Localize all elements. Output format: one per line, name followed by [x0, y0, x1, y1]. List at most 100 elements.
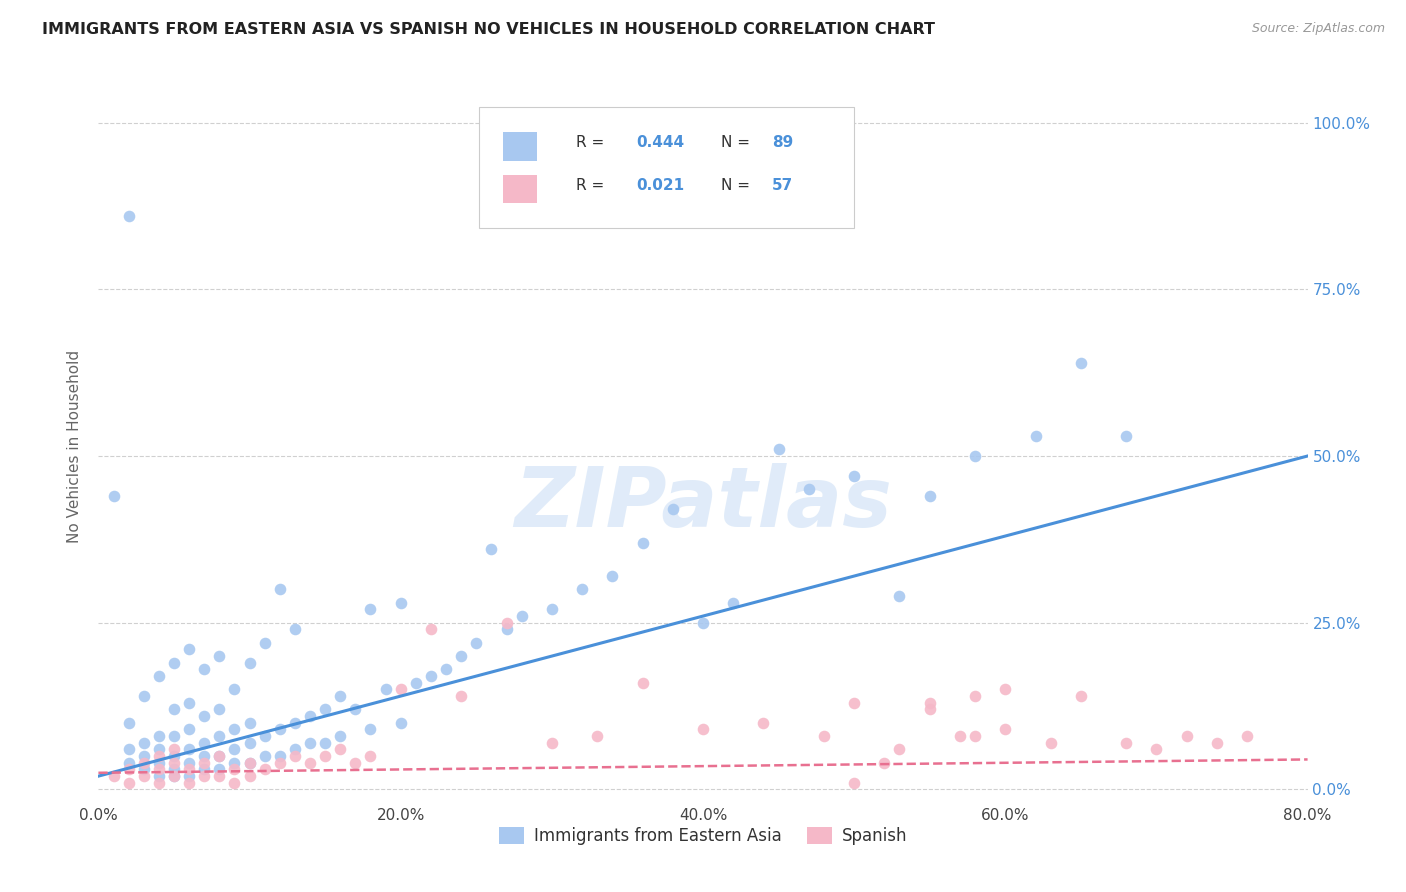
Point	[374, 682, 396, 697]
Point	[118, 776, 141, 790]
Point	[179, 756, 201, 770]
FancyBboxPatch shape	[479, 107, 855, 228]
Point	[344, 756, 367, 770]
Point	[965, 729, 987, 743]
Point	[631, 535, 654, 549]
Point	[148, 756, 170, 770]
Point	[103, 769, 125, 783]
Point	[918, 489, 941, 503]
Text: R =: R =	[576, 178, 605, 193]
Point	[269, 749, 291, 764]
Point	[465, 636, 488, 650]
Point	[208, 649, 231, 664]
Point	[1236, 729, 1258, 743]
Point	[314, 736, 336, 750]
Point	[1175, 729, 1198, 743]
Point	[253, 636, 276, 650]
Point	[224, 776, 246, 790]
Point	[314, 749, 336, 764]
Point	[602, 569, 624, 583]
Point	[299, 756, 322, 770]
Point	[314, 702, 336, 716]
Point	[405, 675, 427, 690]
Point	[118, 742, 141, 756]
Point	[389, 596, 412, 610]
Point	[253, 763, 276, 777]
Point	[239, 656, 262, 670]
Point	[163, 702, 186, 716]
Point	[1115, 736, 1137, 750]
Point	[239, 736, 262, 750]
Point	[344, 702, 367, 716]
Point	[239, 756, 262, 770]
Point	[1144, 742, 1167, 756]
Point	[768, 442, 790, 457]
Point	[844, 469, 866, 483]
Point	[253, 729, 276, 743]
Point	[148, 742, 170, 756]
Point	[360, 749, 382, 764]
Point	[269, 582, 291, 597]
Point	[481, 542, 503, 557]
Point	[239, 769, 262, 783]
Text: 0.021: 0.021	[637, 178, 685, 193]
Point	[510, 609, 533, 624]
Point	[284, 623, 307, 637]
Point	[434, 662, 457, 676]
Point	[813, 729, 835, 743]
Point	[163, 769, 186, 783]
Point	[420, 669, 443, 683]
Point	[163, 769, 186, 783]
Point	[965, 689, 987, 703]
Text: N =: N =	[721, 178, 751, 193]
Point	[118, 763, 141, 777]
Point	[420, 623, 443, 637]
Point	[118, 209, 141, 223]
Point	[389, 682, 412, 697]
Point	[1039, 736, 1062, 750]
Point	[224, 723, 246, 737]
Text: IMMIGRANTS FROM EASTERN ASIA VS SPANISH NO VEHICLES IN HOUSEHOLD CORRELATION CHA: IMMIGRANTS FROM EASTERN ASIA VS SPANISH …	[42, 22, 935, 37]
Point	[193, 769, 215, 783]
Text: 57: 57	[772, 178, 793, 193]
Point	[132, 769, 155, 783]
Point	[1070, 356, 1092, 370]
Text: N =: N =	[721, 136, 751, 150]
Point	[1070, 689, 1092, 703]
Point	[889, 589, 911, 603]
Point	[132, 736, 155, 750]
Point	[118, 715, 141, 730]
Point	[873, 756, 896, 770]
Text: ZIPatlas: ZIPatlas	[515, 463, 891, 543]
Point	[163, 656, 186, 670]
Point	[495, 623, 517, 637]
Text: R =: R =	[576, 136, 605, 150]
Point	[571, 582, 593, 597]
Point	[103, 489, 125, 503]
Legend: Immigrants from Eastern Asia, Spanish: Immigrants from Eastern Asia, Spanish	[492, 820, 914, 852]
Point	[949, 729, 972, 743]
Point	[132, 763, 155, 777]
Point	[450, 649, 472, 664]
Point	[179, 769, 201, 783]
Point	[208, 769, 231, 783]
Point	[193, 763, 215, 777]
Point	[844, 696, 866, 710]
Point	[450, 689, 472, 703]
Point	[163, 756, 186, 770]
Point	[148, 749, 170, 764]
Point	[239, 756, 262, 770]
Point	[360, 723, 382, 737]
Point	[631, 675, 654, 690]
Point	[889, 742, 911, 756]
Point	[586, 729, 609, 743]
Point	[661, 502, 683, 516]
FancyBboxPatch shape	[503, 175, 537, 203]
Point	[148, 669, 170, 683]
Point	[132, 689, 155, 703]
Point	[208, 729, 231, 743]
Point	[193, 662, 215, 676]
Point	[163, 749, 186, 764]
Point	[163, 763, 186, 777]
Point	[132, 749, 155, 764]
